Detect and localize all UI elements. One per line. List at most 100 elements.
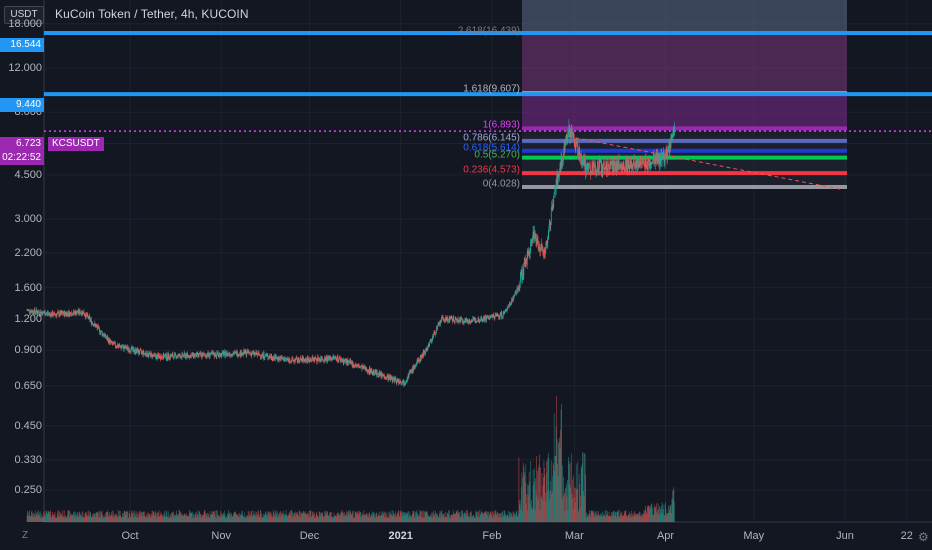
volume-bar	[243, 516, 245, 522]
volume-bar	[348, 510, 350, 522]
volume-bar	[418, 516, 420, 522]
volume-bar	[209, 511, 211, 522]
volume-bar	[245, 516, 247, 522]
candle-body	[574, 147, 576, 150]
volume-bar	[85, 515, 87, 522]
candle-body	[599, 160, 601, 162]
candle-body	[453, 317, 455, 322]
candle-body	[222, 351, 224, 353]
candle-body	[326, 358, 328, 362]
volume-bar	[483, 512, 485, 522]
volume-bar	[299, 517, 301, 522]
candle-body	[395, 381, 397, 383]
candle-body	[135, 348, 137, 353]
candle-body	[334, 356, 335, 360]
volume-bar	[122, 513, 124, 522]
candle-body	[132, 347, 134, 349]
volume-bar	[598, 515, 600, 522]
candle-body	[307, 358, 309, 362]
candle-body	[329, 356, 330, 361]
candle-body	[510, 303, 511, 305]
candle-body	[39, 314, 41, 316]
volume-bar	[482, 515, 484, 522]
currency-badge[interactable]: USDT	[4, 6, 44, 24]
volume-bar	[289, 510, 291, 522]
volume-bar	[659, 505, 661, 522]
volume-bar	[230, 512, 232, 522]
candle-body	[127, 346, 128, 349]
candle-body	[76, 313, 77, 315]
candle-body	[284, 358, 286, 360]
candle-body	[524, 260, 526, 262]
candle-body	[657, 154, 659, 159]
volume-bar	[360, 512, 361, 522]
volume-bar	[286, 514, 287, 522]
volume-bar	[28, 516, 29, 522]
candle-body	[65, 313, 67, 315]
volume-bar	[508, 515, 510, 522]
candle-body	[156, 354, 158, 356]
volume-bar	[98, 510, 100, 522]
volume-bar	[182, 513, 184, 522]
volume-bar	[194, 515, 196, 522]
candle-body	[441, 317, 443, 319]
volume-bar	[458, 514, 460, 522]
volume-bar	[153, 511, 154, 522]
volume-bar	[618, 515, 620, 522]
volume-bar	[83, 517, 85, 522]
candle-body	[317, 356, 319, 361]
candle-body	[253, 351, 254, 353]
candle-body	[190, 355, 192, 359]
volume-bar	[186, 516, 188, 522]
volume-bar	[359, 512, 361, 522]
gear-icon[interactable]: ⚙	[918, 530, 929, 544]
volume-bar	[369, 516, 371, 522]
candle-body	[305, 358, 306, 363]
candle-body	[283, 360, 285, 362]
candle-body	[177, 356, 178, 358]
candle-body	[638, 161, 640, 167]
volume-bar	[279, 512, 280, 522]
candle-body	[285, 358, 287, 360]
candle-body	[528, 249, 530, 252]
candle-body	[602, 169, 604, 174]
volume-bar	[310, 510, 311, 522]
candle-body	[271, 356, 273, 359]
volume-bar	[296, 513, 298, 522]
volume-bar	[240, 514, 242, 522]
candle-body	[432, 336, 434, 338]
volume-bar	[320, 512, 322, 522]
volume-bar	[416, 513, 418, 522]
volume-bar	[121, 516, 123, 522]
volume-bar	[172, 514, 174, 522]
candle-body	[306, 357, 308, 362]
candle-body	[631, 163, 633, 169]
volume-bar	[279, 517, 281, 522]
candle-body	[112, 343, 114, 345]
candle-body	[311, 360, 312, 362]
volume-bar	[276, 517, 278, 522]
fib-zone-2618	[522, 33, 847, 93]
volume-bar	[257, 514, 258, 522]
volume-bar	[470, 512, 472, 522]
volume-bar	[226, 516, 228, 522]
candle-body	[511, 299, 513, 301]
candle-body	[619, 166, 621, 168]
candle-body	[396, 379, 398, 380]
candle-body	[146, 351, 148, 357]
volume-bar	[75, 512, 76, 522]
candle-body	[300, 357, 302, 360]
log-scale-toggle[interactable]: Z	[21, 530, 29, 541]
candle-body	[610, 161, 612, 165]
candle-body	[205, 355, 206, 357]
volume-bar	[397, 511, 399, 522]
volume-bar	[587, 514, 589, 522]
candle-body	[32, 311, 33, 313]
candle-body	[469, 322, 471, 324]
candle-body	[223, 352, 225, 356]
candle-body	[144, 353, 146, 354]
candle-body	[516, 288, 518, 294]
volume-bar	[365, 515, 367, 522]
candle-body	[52, 311, 53, 317]
